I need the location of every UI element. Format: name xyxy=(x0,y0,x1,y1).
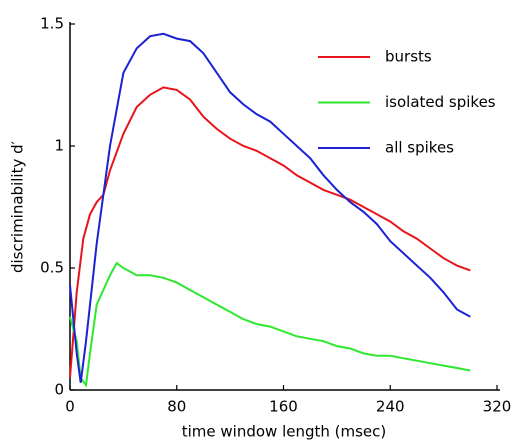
y-axis-label: discriminability d′ xyxy=(9,140,27,273)
legend-label: isolated spikes xyxy=(385,93,496,111)
x-axis-label: time window length (msec) xyxy=(182,423,387,441)
x-tick-label: 80 xyxy=(167,398,186,416)
y-tick-label: 0.5 xyxy=(40,259,64,277)
series-line xyxy=(69,32,471,383)
series-line xyxy=(69,261,471,388)
x-tick-label: 160 xyxy=(269,398,298,416)
y-tick-label: 1 xyxy=(54,137,64,155)
legend-label: all spikes xyxy=(385,139,454,157)
series-line xyxy=(69,86,471,378)
legend-label: bursts xyxy=(385,48,432,66)
y-tick-label: 1.5 xyxy=(40,15,64,33)
x-tick-label: 320 xyxy=(483,398,512,416)
y-tick-label: 0 xyxy=(54,381,64,399)
x-tick-label: 0 xyxy=(65,398,75,416)
x-tick-label: 240 xyxy=(376,398,405,416)
